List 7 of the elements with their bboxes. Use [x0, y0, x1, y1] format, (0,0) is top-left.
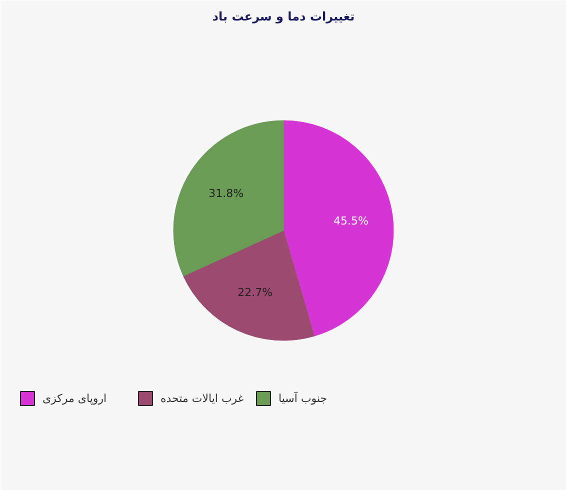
- data-label: 31.8%: [208, 187, 244, 200]
- data-label: 45.5%: [334, 214, 368, 228]
- legend-label: اروپای مرکزی: [42, 392, 107, 405]
- legend-label: جنوب آسیا: [278, 391, 328, 405]
- chart-title: تغییرات دما و سرعت باد: [212, 10, 355, 24]
- legend-label: غرب ایالات متحده: [160, 392, 244, 405]
- data-label: 22.7%: [238, 286, 273, 299]
